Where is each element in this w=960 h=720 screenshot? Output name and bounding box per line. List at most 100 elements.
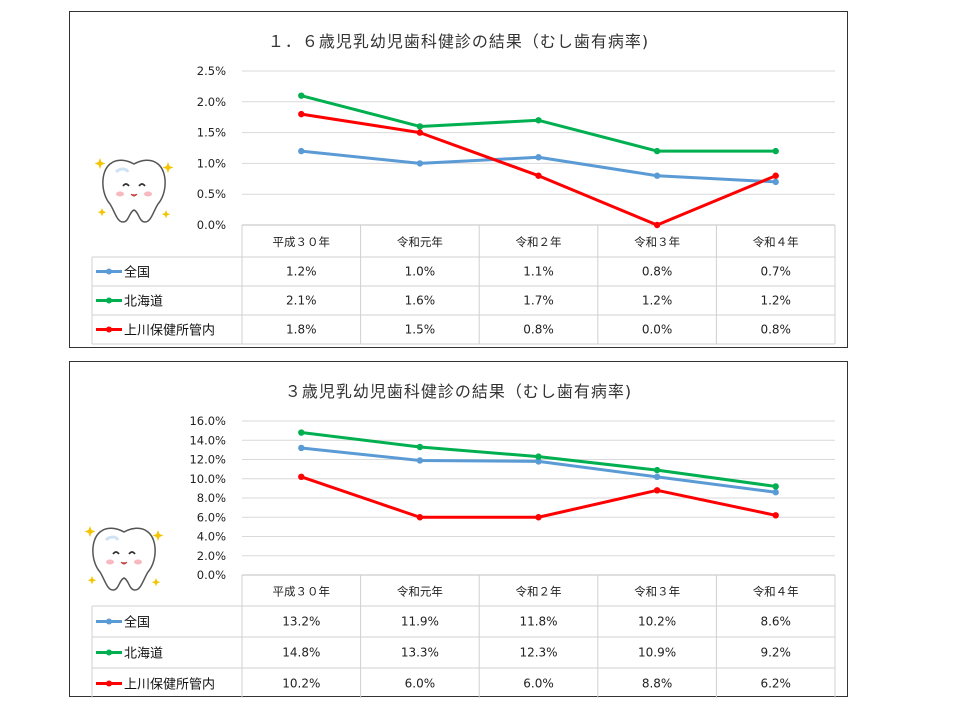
data-point <box>772 483 779 490</box>
x-category-label: 令和３年 <box>634 585 680 599</box>
data-point <box>772 178 779 186</box>
y-tick-label: 1.5% <box>197 126 226 140</box>
y-tick-label: 12.0% <box>189 453 226 467</box>
data-value-label: 1.8% <box>286 323 317 337</box>
y-tick-label: 0.5% <box>197 187 226 201</box>
data-value-label: 0.8% <box>642 265 673 279</box>
x-category-label: 令和２年 <box>516 585 562 599</box>
data-point <box>416 514 424 521</box>
data-value-label: 12.3% <box>519 646 557 660</box>
data-value-label: 10.2% <box>638 615 676 629</box>
data-value-label: 1.2% <box>642 294 673 308</box>
data-point <box>653 466 661 474</box>
y-tick-label: 2.5% <box>197 64 226 78</box>
line-chart-1-6-years: 0.0% 0.5% 1.0% 1.5% 2.0% 2.5% 平成３０年 令和元年 令和２年 令和３… <box>91 64 836 345</box>
data-value-label: 6.0% <box>523 677 554 691</box>
data-value-label: 6.0% <box>405 677 436 691</box>
data-point <box>298 110 305 118</box>
series-line <box>301 112 777 227</box>
data-point <box>535 172 542 179</box>
legend-key-marker <box>106 649 112 656</box>
data-point <box>653 487 661 494</box>
data-point <box>298 444 305 452</box>
data-value-label: 10.9% <box>638 646 676 660</box>
data-value-label: 11.8% <box>519 615 557 629</box>
data-value-label: 11.9% <box>401 615 439 629</box>
legend-series-name: 全国 <box>124 265 150 281</box>
data-point <box>416 129 424 136</box>
data-value-label: 1.1% <box>523 265 554 279</box>
data-value-label: 13.2% <box>282 615 320 629</box>
data-value-label: 0.0% <box>642 323 673 337</box>
data-value-label: 1.2% <box>760 294 791 308</box>
data-point <box>772 489 779 496</box>
y-tick-label: 8.0% <box>197 491 226 505</box>
data-point <box>535 514 542 521</box>
data-value-label: 6.2% <box>760 677 791 691</box>
data-point <box>298 429 305 436</box>
legend-key-marker <box>106 326 112 333</box>
data-value-label: 2.1% <box>286 294 317 308</box>
data-value-label: 14.8% <box>282 646 320 660</box>
y-tick-label: 14.0% <box>189 433 226 447</box>
legend-series-name: 全国 <box>124 615 150 631</box>
data-point <box>416 123 424 130</box>
data-value-label: 1.0% <box>405 265 436 279</box>
chart-title: ３歳児乳幼児歯科健診の結果（むし歯有病率) <box>284 382 633 401</box>
x-category-label: 平成３０年 <box>273 585 331 599</box>
y-tick-label: 10.0% <box>189 472 226 486</box>
legend-series-name: 上川保健所管内 <box>124 323 215 339</box>
tooth-mascot-icon <box>84 526 164 591</box>
data-point <box>535 154 542 161</box>
y-tick-label: 2.0% <box>197 95 226 109</box>
data-value-label: 1.6% <box>405 294 436 308</box>
data-point <box>772 172 779 179</box>
data-value-label: 0.8% <box>760 323 791 337</box>
data-point <box>653 172 661 179</box>
data-point <box>416 160 424 167</box>
y-tick-label: 16.0% <box>189 414 226 428</box>
chart-panel-3-years: ３歳児乳幼児歯科健診の結果（むし歯有病率) 0.0% 2.0% 4.0% 6.0% 8.… <box>69 361 848 698</box>
data-point <box>653 147 661 155</box>
y-tick-label: 0.0% <box>197 568 226 582</box>
x-category-label: 令和２年 <box>516 235 562 249</box>
data-value-label: 1.5% <box>405 323 436 337</box>
y-tick-label: 6.0% <box>197 510 226 524</box>
legend-series-name: 北海道 <box>124 647 163 662</box>
data-point <box>535 458 542 465</box>
data-value-label: 10.2% <box>282 677 320 691</box>
data-point <box>535 453 542 460</box>
legend-key-marker <box>106 680 112 687</box>
data-point <box>653 473 661 481</box>
x-category-label: 令和元年 <box>397 235 443 249</box>
y-tick-label: 0.0% <box>197 218 226 232</box>
data-value-label: 8.6% <box>760 615 791 629</box>
legend-key-marker <box>106 268 112 275</box>
data-value-label: 1.7% <box>523 294 554 308</box>
legend-key-marker <box>106 618 112 625</box>
data-value-label: 0.8% <box>523 323 554 337</box>
data-point <box>416 443 424 451</box>
chart-panel-1-6-years: １．６歳児乳幼児歯科健診の結果（むし歯有病率) 0.0% 0.5% 1.0% 1.5%… <box>69 11 848 348</box>
x-category-label: 令和４年 <box>753 235 799 249</box>
data-point <box>298 92 305 99</box>
data-point <box>653 221 661 229</box>
x-category-label: 令和３年 <box>634 235 680 249</box>
data-point <box>772 512 779 519</box>
y-tick-label: 4.0% <box>197 530 226 544</box>
line-chart-3-years: 0.0% 2.0% 4.0% 6.0% 8.0% 10.0% 12.0% 14.0% 16.0%… <box>91 414 836 698</box>
data-point <box>416 457 424 464</box>
x-category-label: 平成３０年 <box>273 235 331 249</box>
tooth-mascot-icon <box>94 158 174 223</box>
legend-series-name: 上川保健所管内 <box>124 677 215 693</box>
data-value-label: 1.2% <box>286 265 317 279</box>
data-value-label: 8.8% <box>642 677 673 691</box>
data-point <box>298 473 305 481</box>
legend-series-name: 北海道 <box>124 295 163 310</box>
data-point <box>298 147 305 155</box>
chart-title: １．６歳児乳幼児歯科健診の結果（むし歯有病率) <box>267 32 650 51</box>
data-value-label: 13.3% <box>401 646 439 660</box>
data-value-label: 0.7% <box>760 265 791 279</box>
data-point <box>772 147 779 155</box>
data-value-label: 9.2% <box>760 646 791 660</box>
